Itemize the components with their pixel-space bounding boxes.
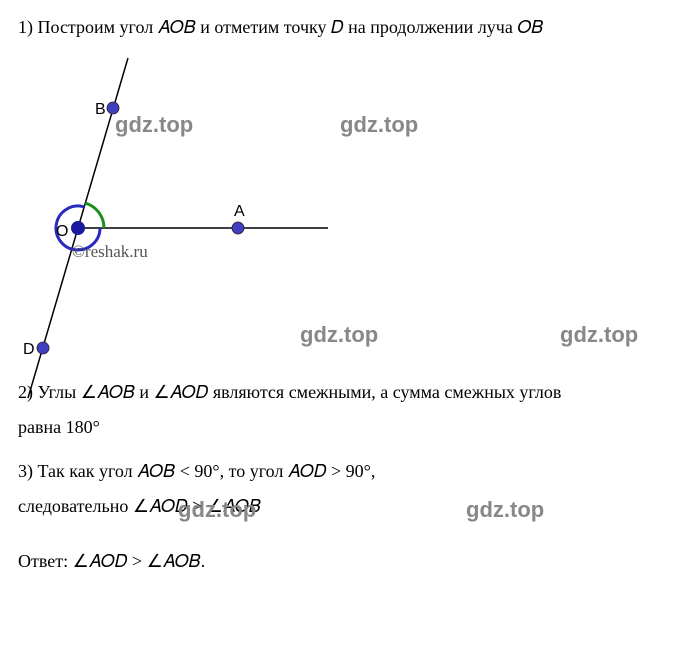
svg-text:A: A	[234, 203, 245, 220]
svg-text:D: D	[23, 341, 35, 358]
step-2b-text: равна 180°	[18, 415, 682, 440]
svg-text:B: B	[95, 101, 106, 118]
geometry-figure: B A O D ©reshak.ru	[18, 48, 358, 368]
answer-text: Ответ: ∠𝐴𝑂𝐷 > ∠𝐴𝑂𝐵.	[18, 549, 682, 574]
watermark: gdz.top	[560, 320, 638, 351]
svg-text:O: O	[56, 223, 68, 240]
step-3b-text: следовательно ∠𝐴𝑂𝐷 > ∠𝐴𝑂𝐵	[18, 494, 682, 519]
step-1-text: 1) Построим угол 𝐴𝑂𝐵 и отметим точку 𝐷 н…	[18, 15, 682, 40]
geometry-svg: B A O D	[18, 48, 358, 408]
lower-section: 3) Так как угол 𝐴𝑂𝐵 < 90°, то угол 𝐴𝑂𝐷 >…	[18, 459, 682, 575]
copyright-text: ©reshak.ru	[72, 240, 148, 264]
step-3-text: 3) Так как угол 𝐴𝑂𝐵 < 90°, то угол 𝐴𝑂𝐷 >…	[18, 459, 682, 484]
